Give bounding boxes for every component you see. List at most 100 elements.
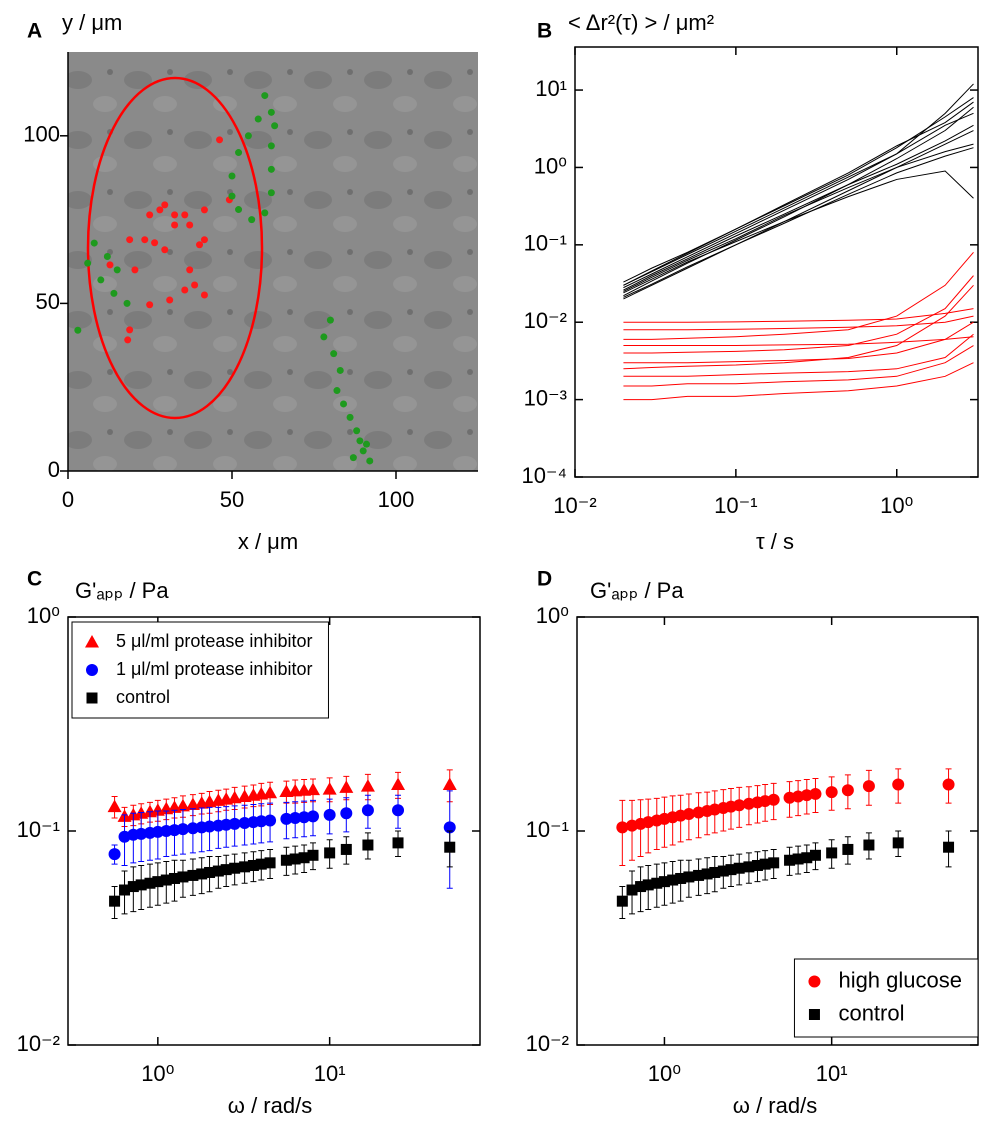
msd-curve — [623, 124, 974, 291]
msd-curve — [623, 147, 974, 298]
x-tick-label: 10⁰ — [141, 1061, 174, 1086]
marker-square — [444, 841, 456, 853]
y-tick-label: 10¹ — [535, 76, 567, 101]
tracked-point — [186, 221, 194, 229]
tracked-point — [124, 336, 132, 344]
legend-box — [71, 621, 329, 719]
msd-curve — [623, 336, 974, 347]
tracked-point — [359, 447, 367, 455]
tracked-point — [333, 387, 341, 395]
marker-triangle — [339, 780, 354, 793]
marker-square — [247, 859, 259, 871]
marker-square — [264, 857, 276, 869]
marker-circle — [238, 816, 251, 829]
marker-circle — [298, 811, 311, 824]
x-axis-label: τ / s — [756, 529, 794, 554]
marker-square — [160, 874, 172, 886]
marker-circle — [443, 821, 456, 834]
marker-square — [725, 864, 737, 876]
tracked-point — [216, 136, 224, 144]
tracked-point — [106, 261, 114, 269]
tracked-point — [254, 115, 262, 123]
marker-square — [298, 852, 310, 864]
tracked-point — [171, 211, 179, 219]
tracked-point — [330, 350, 338, 358]
marker-circle — [616, 821, 629, 834]
msd-curve — [623, 130, 974, 300]
tracked-point — [84, 259, 92, 267]
tracked-point — [97, 276, 105, 284]
y-tick-label: 10⁻³ — [524, 385, 567, 410]
marker-square — [733, 862, 745, 874]
msd-curve — [623, 362, 974, 401]
tracked-point — [151, 239, 159, 247]
tracked-point — [90, 239, 98, 247]
marker-triangle — [227, 790, 242, 804]
msd-curve — [623, 97, 974, 283]
marker-triangle — [391, 777, 406, 790]
legend-label: 1 μl/ml protease inhibitor — [116, 659, 312, 679]
msd-curve — [623, 106, 974, 297]
marker-square — [809, 849, 821, 861]
marker-square — [204, 866, 216, 878]
legend-box — [793, 958, 979, 1038]
msd-curve — [623, 333, 974, 377]
marker-circle — [186, 822, 199, 835]
y-tick-label: 10⁰ — [27, 603, 60, 628]
tracked-point — [146, 301, 154, 309]
marker-square — [717, 865, 729, 877]
tracked-point — [244, 132, 252, 140]
tracked-point — [156, 206, 164, 214]
tracked-point — [161, 201, 169, 209]
marker-square — [842, 843, 854, 855]
tracked-point — [248, 216, 256, 224]
tracked-point — [181, 286, 189, 294]
legend-marker — [85, 635, 99, 648]
x-tick-label: 50 — [220, 487, 244, 512]
msd-curve — [623, 315, 974, 331]
marker-circle — [323, 808, 336, 821]
tracked-point — [267, 165, 275, 173]
marker-circle — [392, 804, 405, 817]
tracked-point — [200, 206, 208, 214]
marker-square — [340, 843, 352, 855]
marker-square — [255, 858, 267, 870]
marker-triangle — [306, 782, 321, 796]
y-tick-label: 10⁻⁴ — [521, 463, 567, 488]
tracked-point — [353, 427, 361, 435]
legend-label: control — [838, 1000, 904, 1025]
tracked-point — [200, 236, 208, 244]
msd-curve — [623, 252, 974, 340]
marker-square — [109, 895, 121, 907]
y-tick-label: 10⁻¹ — [524, 231, 567, 256]
y-tick-label: 100 — [23, 122, 60, 147]
marker-circle — [135, 827, 148, 840]
legend-marker — [808, 975, 821, 988]
tracked-point — [110, 289, 118, 297]
tracked-point — [340, 400, 348, 408]
y-axis-label: G'ₐₚₚ / Pa — [590, 578, 684, 603]
y-tick-label: 10⁻¹ — [17, 817, 60, 842]
y-tick-label: 10⁻² — [17, 1031, 60, 1056]
tracked-point — [267, 189, 275, 197]
marker-square — [751, 859, 763, 871]
tracked-point — [336, 366, 344, 374]
tracked-point — [161, 246, 169, 254]
tracked-point — [228, 172, 236, 180]
panel-letter: A — [27, 20, 42, 43]
tracked-point — [271, 122, 279, 130]
marker-circle — [307, 810, 320, 823]
marker-triangle — [175, 798, 190, 812]
tracked-point — [235, 149, 243, 157]
x-tick-label: 10⁻² — [553, 493, 596, 518]
tracked-point — [131, 266, 139, 274]
marker-square — [667, 874, 679, 886]
tracked-point — [362, 440, 370, 448]
marker-square — [196, 868, 208, 880]
marker-circle — [280, 812, 293, 825]
legend-marker — [86, 664, 98, 676]
x-tick-label: 10⁻¹ — [714, 493, 757, 518]
tracked-point — [166, 296, 174, 304]
msd-curve — [623, 308, 974, 323]
